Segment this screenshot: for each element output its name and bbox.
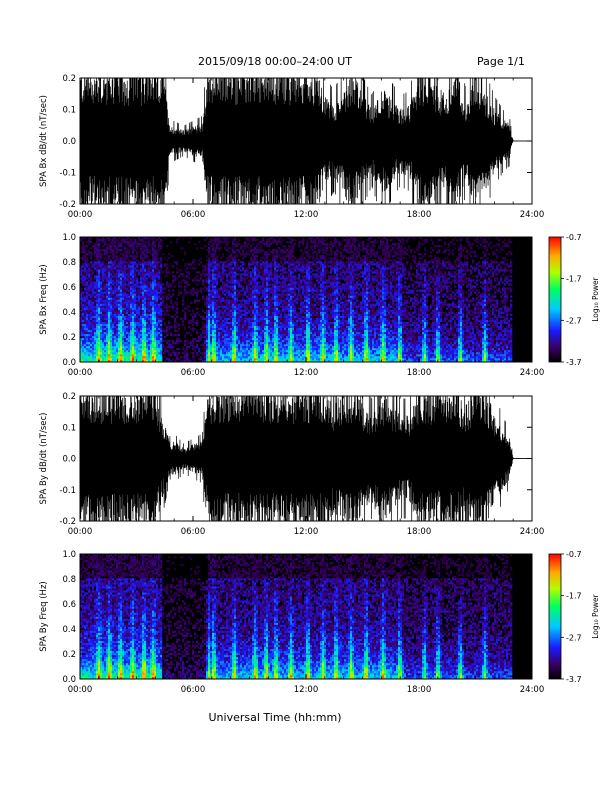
colorbar-tick-label: -0.7 [566,550,582,559]
colorbar-title: Log₁₀ Power [591,276,600,321]
x-tick-label: 18:00 [407,527,432,537]
colorbar-tick-label: -1.7 [566,275,582,284]
x-tick-label: 06:00 [181,685,206,695]
timeseries-panel: 00:00 06:00 12:00 18:00 24:00 0.2 0.1 0.0 -0.1 -0… [39,392,544,537]
spectrogram-panel: 00:00 06:00 12:00 18:00 24:00 1.0 0.8 0.6 0.4 0.2… [39,550,600,695]
y-tick-label: 0.1 [62,423,76,433]
colorbar-tick-label: -1.7 [566,592,582,601]
x-tick-label: 24:00 [520,210,545,220]
page-indicator: Page 1/1 [477,55,525,68]
timeseries-panel: 00:00 06:00 12:00 18:00 24:00 0.2 0.1 0.0 -0.1 -0… [39,74,544,220]
colorbar-title: Log₁₀ Power [591,593,600,638]
colorbar-tick-label: -3.7 [566,358,582,367]
x-axis-title: Universal Time (hh:mm) [209,711,342,724]
y-tick-label: 0.0 [62,137,76,147]
colorbar-tick-label: -2.7 [566,316,582,325]
y-tick-label: -0.1 [59,486,76,496]
y-axis-title: SPA By dB/dt (nT/sec) [39,413,49,505]
y-tick-label: 0.6 [62,600,76,610]
y-tick-label: 0.2 [62,333,76,343]
y-tick-label: 1.0 [62,550,76,560]
x-tick-label: 12:00 [294,368,319,378]
y-axis-title: SPA Bx Freq (Hz) [39,264,49,334]
colorbar: -0.7 -1.7 -2.7 -3.7 Log₁₀ Power [549,550,600,684]
colorbar-tick-label: -3.7 [566,675,582,684]
x-tick-label: 24:00 [520,368,545,378]
y-tick-label: -0.2 [59,200,76,210]
y-tick-label: -0.1 [59,169,76,179]
chart-title: 2015/09/18 00:00–24:00 UT [198,55,352,68]
x-tick-label: 18:00 [407,210,432,220]
x-tick-label: 00:00 [68,368,93,378]
colorbar-tick-label: -2.7 [566,633,582,642]
y-axis-title: SPA Bx dB/dt (nT/sec) [39,95,49,187]
y-tick-label: 0.0 [62,675,76,685]
x-tick-label: 12:00 [294,685,319,695]
colorbar: -0.7 -1.7 -2.7 -3.7 Log₁₀ Power [549,233,600,367]
colorbar-tick-label: -0.7 [566,233,582,242]
y-tick-label: 0.6 [62,283,76,293]
x-tick-label: 06:00 [181,210,206,220]
x-tick-label: 00:00 [68,685,93,695]
y-tick-label: -0.2 [59,517,76,527]
spectrogram-panel: 00:00 06:00 12:00 18:00 24:00 1.0 0.8 0.6 0.4 0.2… [39,233,600,378]
x-tick-label: 00:00 [68,527,93,537]
y-tick-label: 1.0 [62,233,76,243]
y-tick-label: 0.8 [62,258,76,268]
x-tick-label: 18:00 [407,685,432,695]
x-tick-label: 12:00 [294,210,319,220]
x-tick-label: 18:00 [407,368,432,378]
y-tick-label: 0.8 [62,575,76,585]
y-tick-label: 0.2 [62,74,76,84]
y-tick-label: 0.1 [62,106,76,116]
x-tick-label: 24:00 [520,685,545,695]
y-tick-label: 0.4 [62,308,76,318]
x-tick-label: 06:00 [181,527,206,537]
x-tick-label: 06:00 [181,368,206,378]
y-tick-label: 0.0 [62,358,76,368]
y-tick-label: 0.4 [62,625,76,635]
x-tick-label: 24:00 [520,527,545,537]
panels: 00:00 06:00 12:00 18:00 24:00 0.2 0.1 0.0 -0.1 -0… [39,74,600,695]
x-tick-label: 00:00 [68,210,93,220]
x-tick-label: 12:00 [294,527,319,537]
y-tick-label: 0.2 [62,650,76,660]
y-tick-label: 0.2 [62,392,76,402]
y-axis-title: SPA By Freq (Hz) [39,581,49,651]
y-tick-label: 0.0 [62,455,76,465]
